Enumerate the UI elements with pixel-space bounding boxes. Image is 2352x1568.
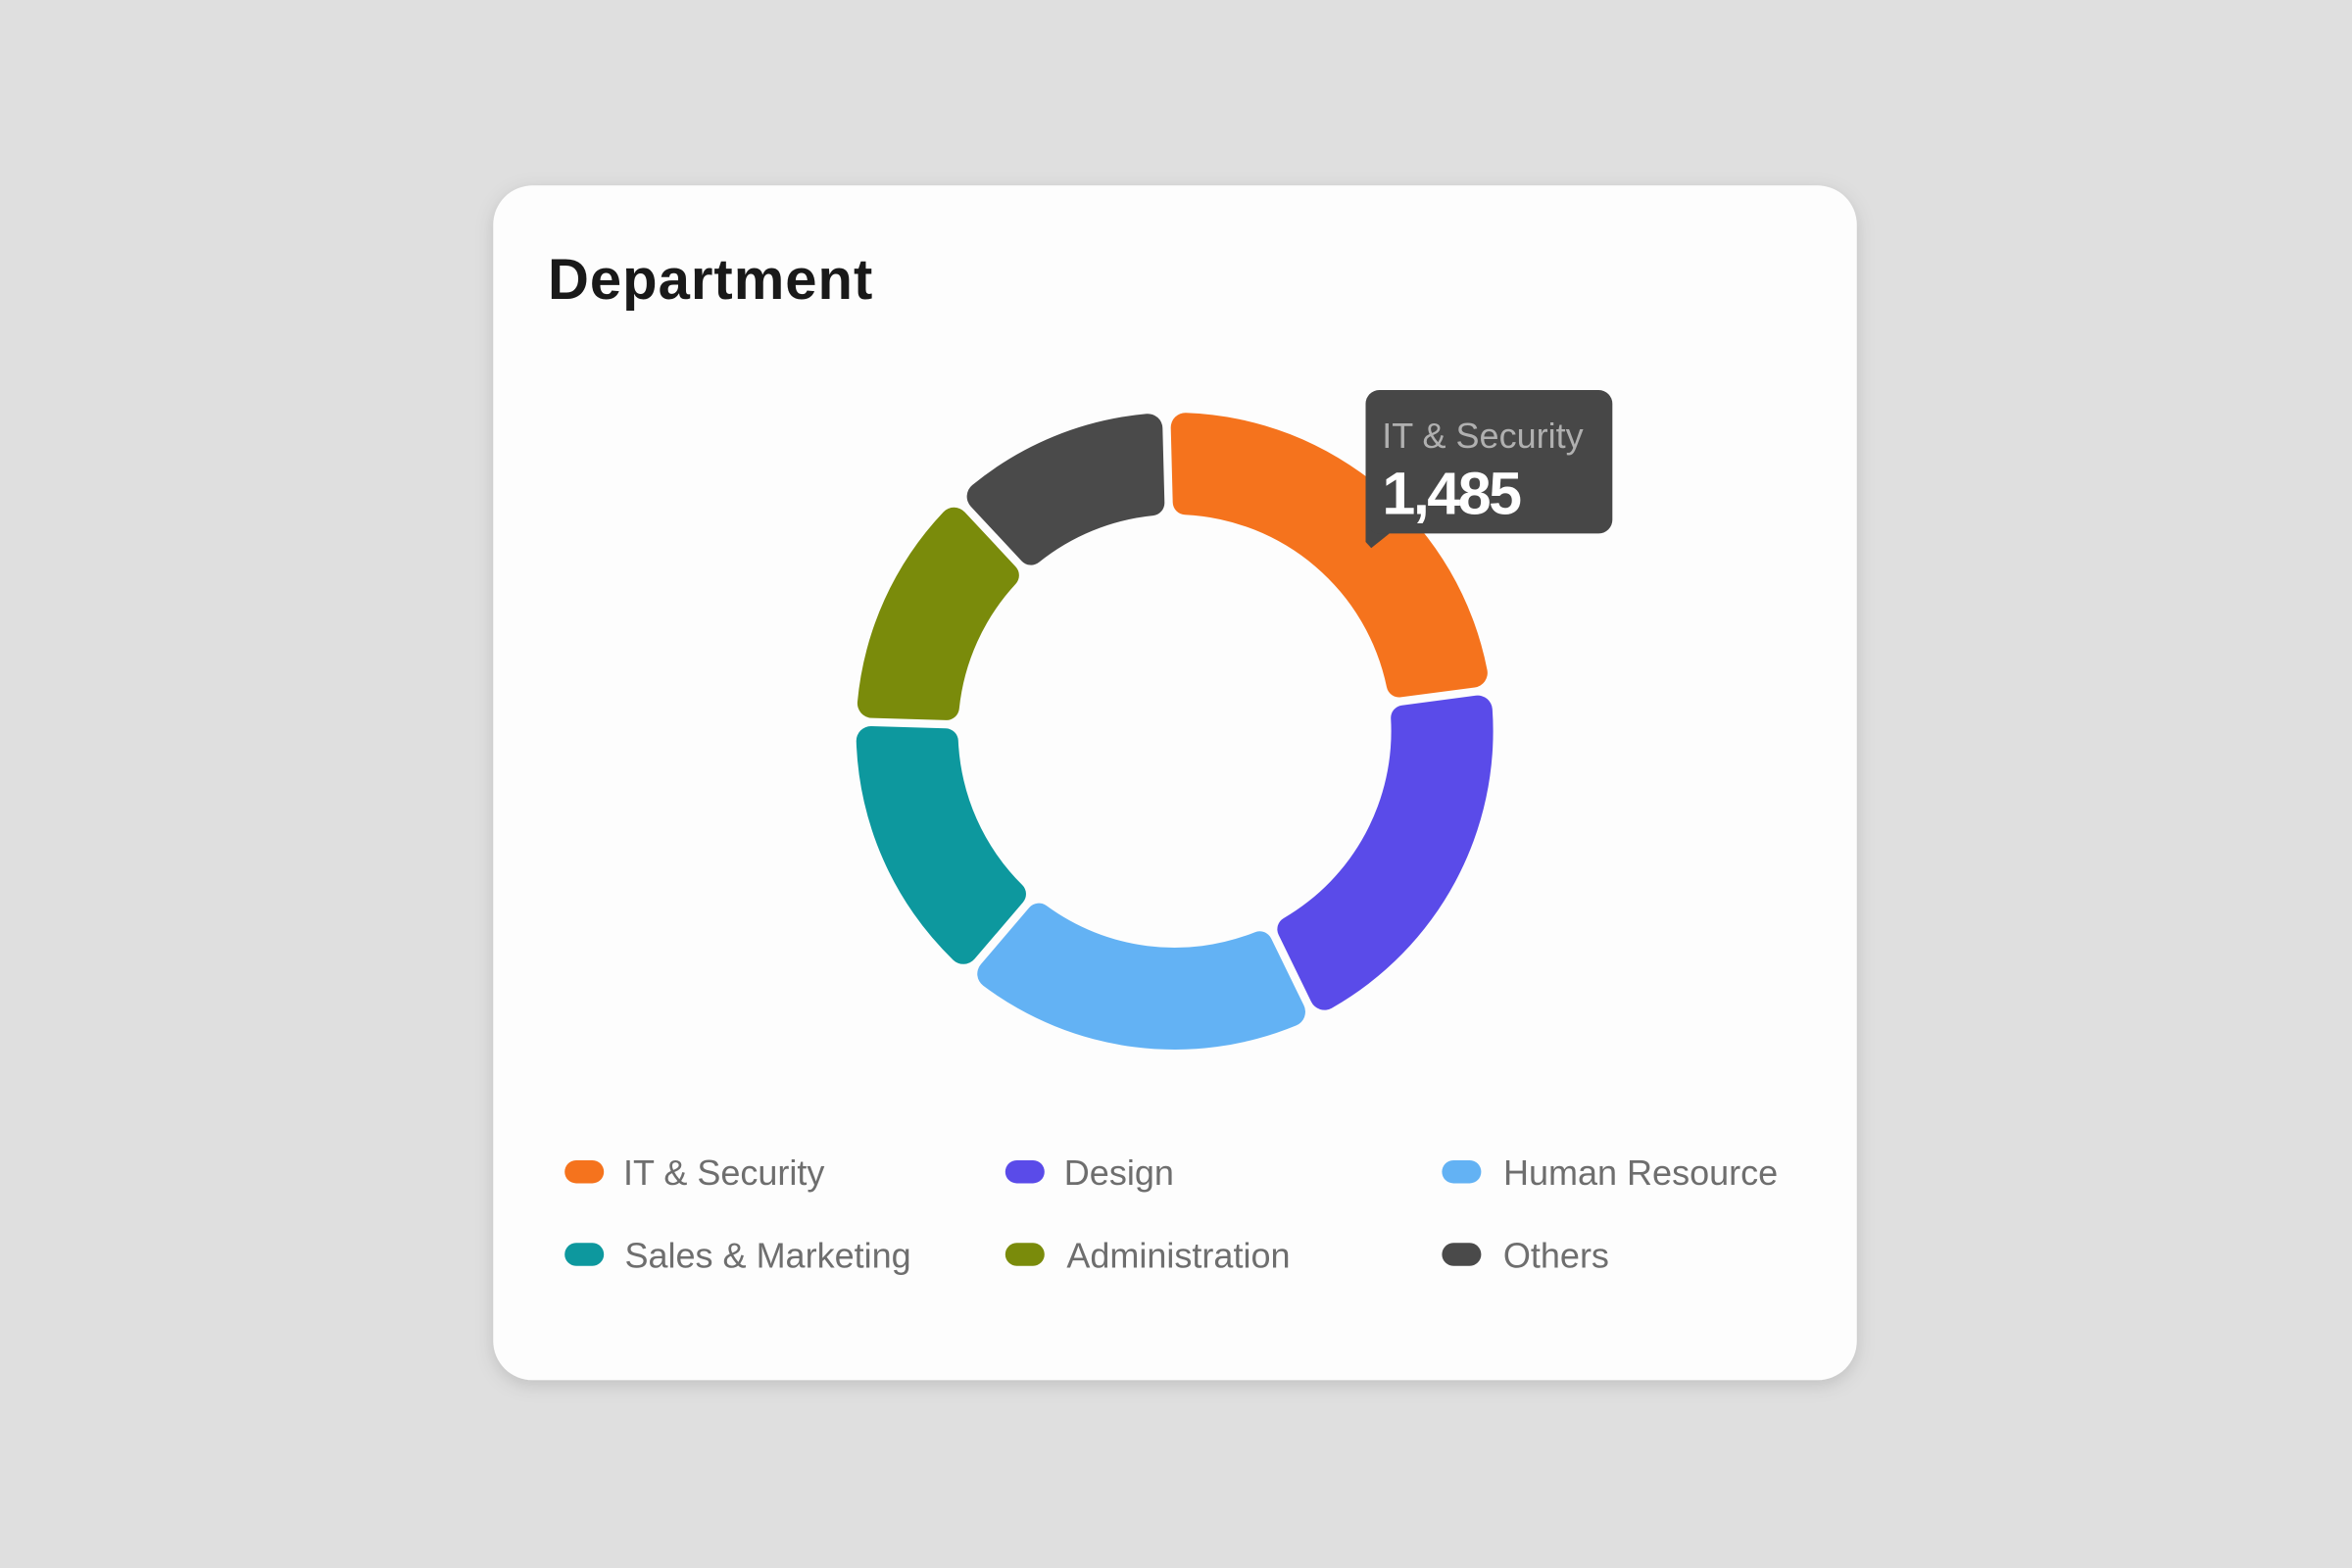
svg-text:IT & Security: IT & Security [623,1152,824,1193]
svg-text:Sales & Marketing: Sales & Marketing [625,1235,911,1275]
svg-text:1,485: 1,485 [1382,461,1521,527]
svg-text:IT & Security: IT & Security [1382,416,1583,456]
svg-text:Design: Design [1064,1152,1174,1193]
svg-text:Others: Others [1503,1235,1609,1275]
svg-text:Department: Department [548,248,873,312]
svg-text:Administration: Administration [1066,1235,1290,1275]
svg-text:Human Resource: Human Resource [1503,1152,1778,1193]
